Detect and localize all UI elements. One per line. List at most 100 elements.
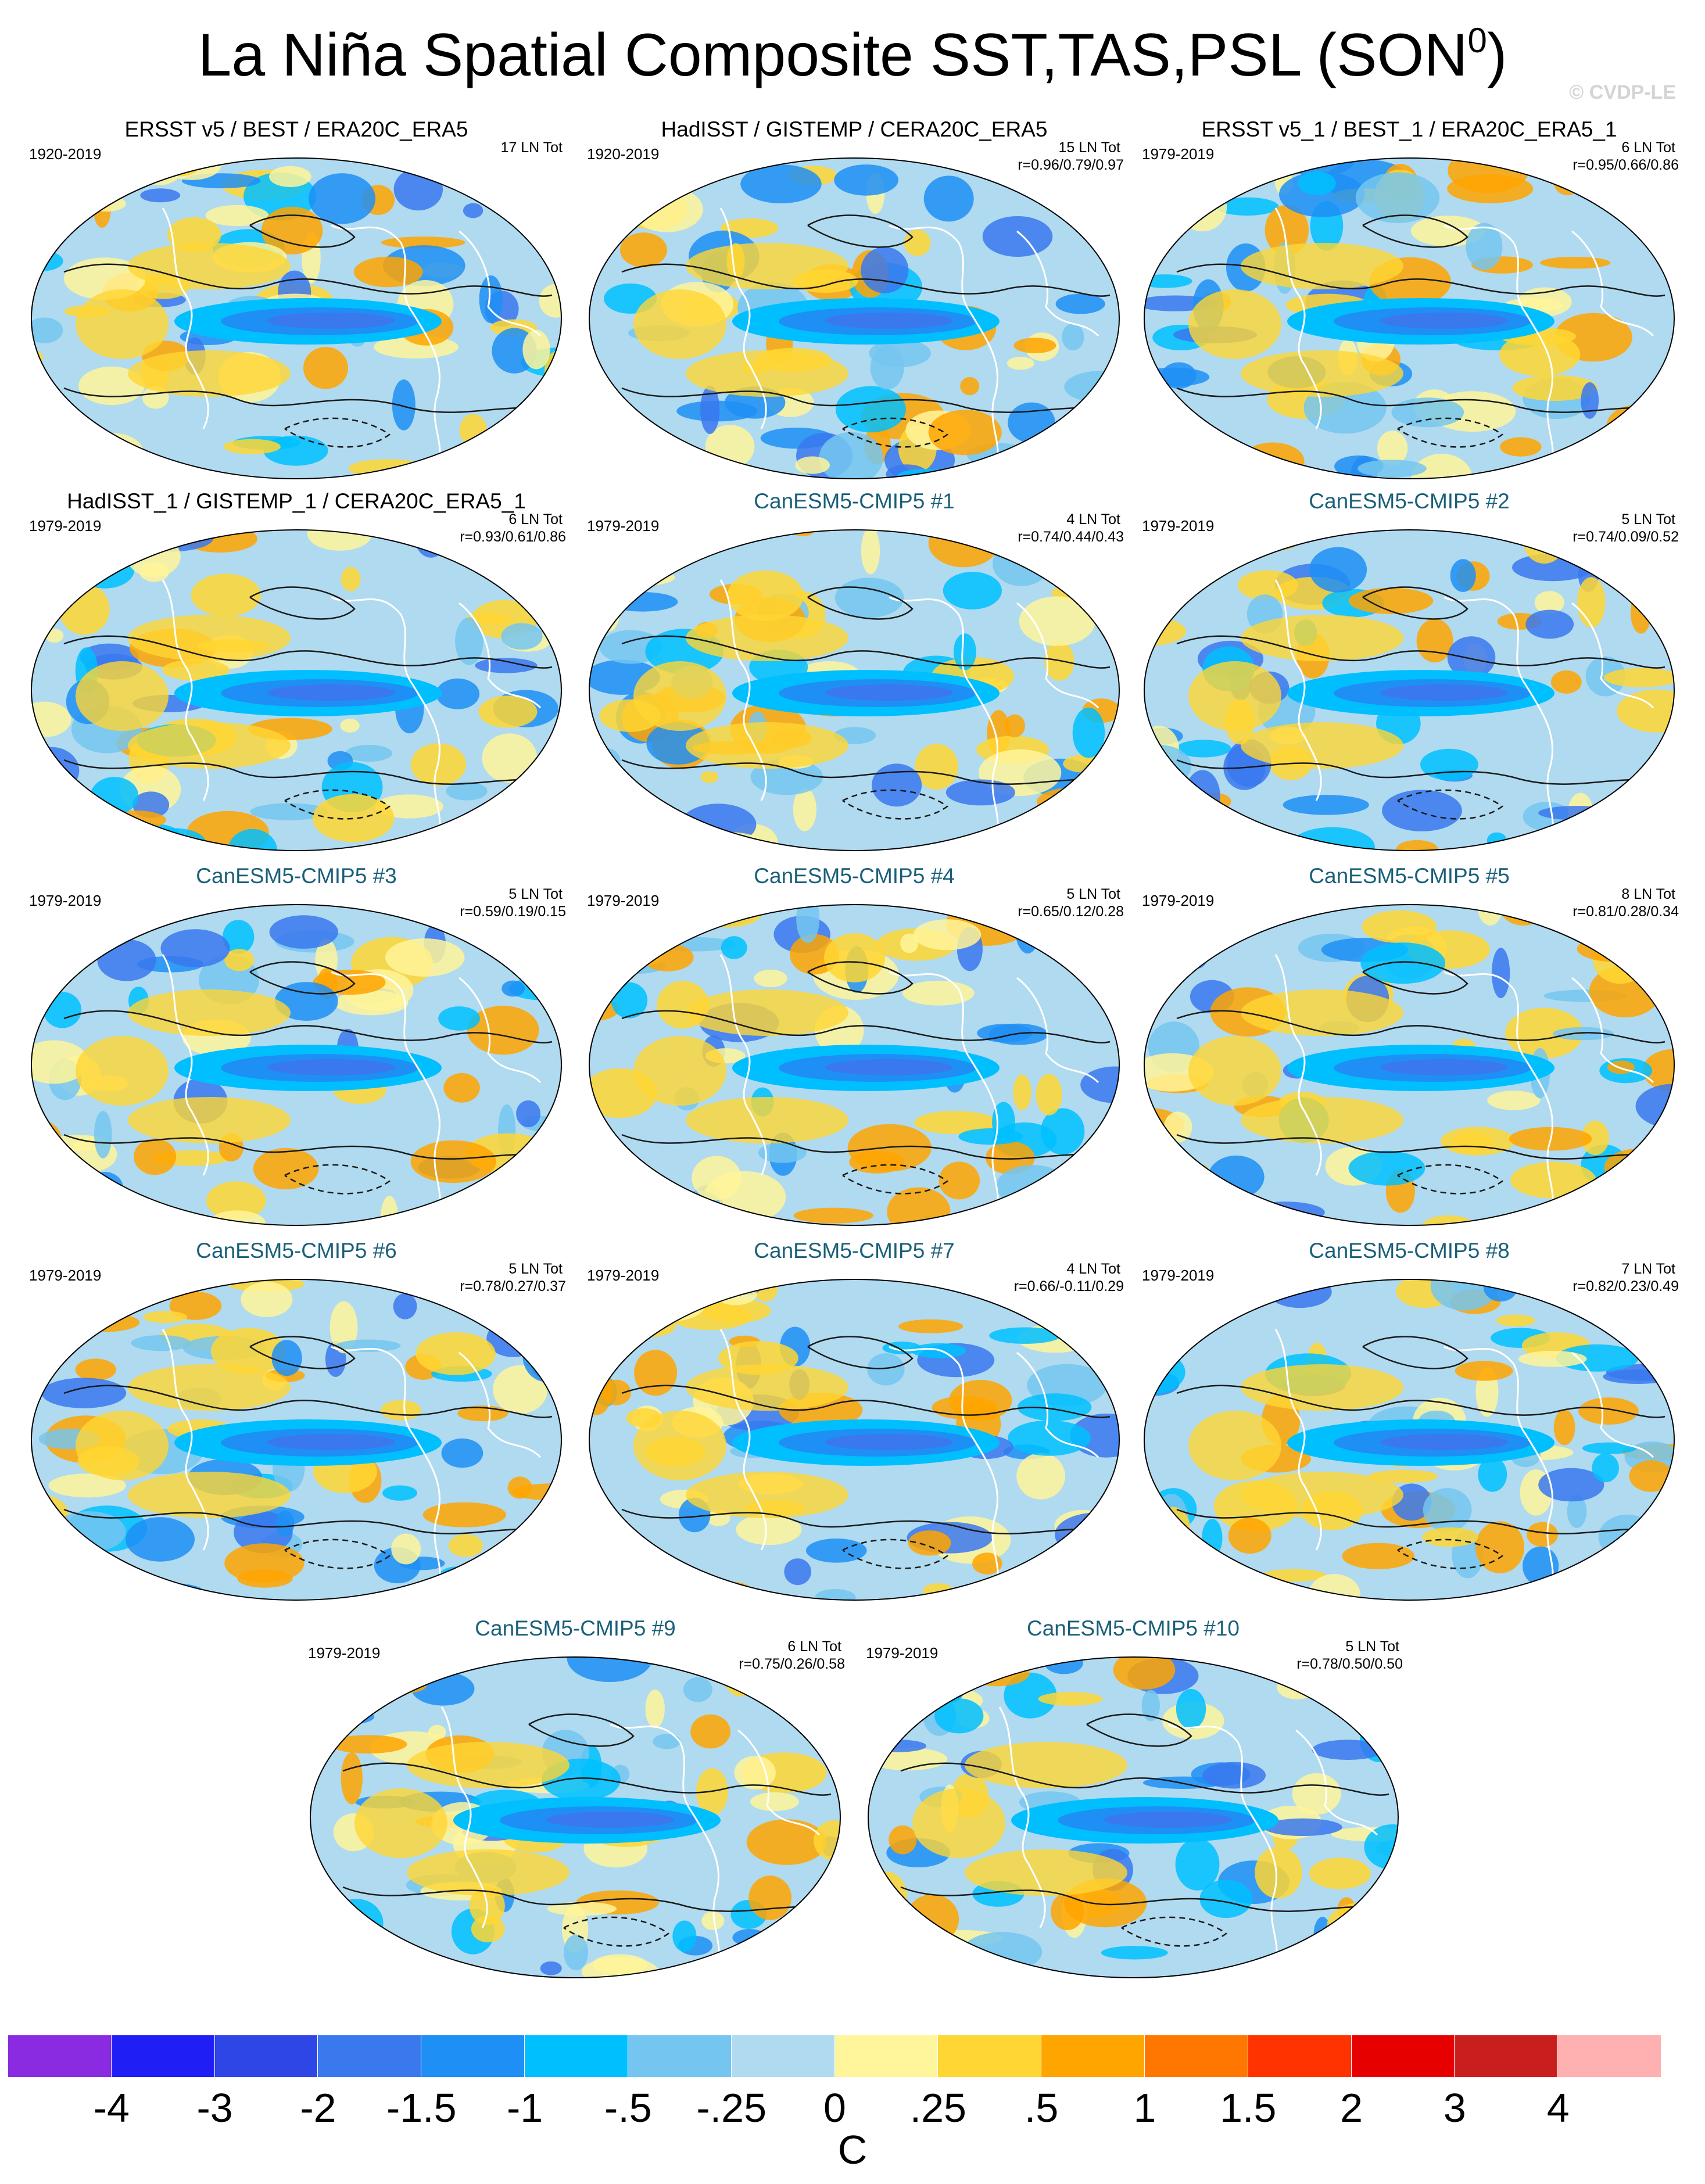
coastline xyxy=(737,1729,821,1836)
anomaly-patch xyxy=(1082,1203,1119,1225)
anomaly-patch xyxy=(459,414,487,446)
anomaly-patch xyxy=(1577,935,1654,962)
coastline xyxy=(162,1329,209,1551)
anomaly-patch xyxy=(907,1920,932,1946)
coastline xyxy=(459,602,542,709)
anomaly-patch xyxy=(418,530,466,550)
warm-flank xyxy=(686,350,848,397)
anomaly-patch xyxy=(1199,1880,1252,1918)
anomaly-patch xyxy=(867,1353,905,1386)
anomaly-patch xyxy=(1076,1279,1119,1295)
colorbar-box xyxy=(1351,2035,1455,2077)
psl-contour xyxy=(1176,1010,1665,1043)
anomaly-patch xyxy=(1144,805,1203,831)
anomaly-patch xyxy=(526,414,561,450)
anomaly-patch xyxy=(1338,1943,1377,1978)
anomaly-patch xyxy=(126,1517,195,1562)
anomaly-patch xyxy=(913,919,982,951)
anomaly-patch xyxy=(31,453,99,470)
anomaly-patch xyxy=(96,1279,163,1301)
anomaly-patch xyxy=(41,1378,127,1408)
anomaly-patch xyxy=(915,744,959,790)
anomaly-patch xyxy=(996,1165,1069,1207)
anomaly-patch xyxy=(471,1916,505,1943)
anomaly-patch xyxy=(922,1583,954,1598)
anomaly-patch xyxy=(507,1476,532,1499)
psl-contour xyxy=(63,387,553,413)
anomaly-patch xyxy=(68,823,88,848)
anomaly-patch xyxy=(1228,1518,1271,1554)
coastline xyxy=(162,954,209,1176)
anomaly-patch xyxy=(1396,840,1438,851)
anomaly-patch xyxy=(206,1181,266,1220)
anomaly-patch xyxy=(539,948,561,991)
anomaly-patch xyxy=(748,1875,792,1920)
anomaly-patch xyxy=(640,1288,705,1321)
anomaly-patch xyxy=(1185,770,1220,822)
anomaly-patch xyxy=(1144,1331,1179,1359)
anomaly-patch xyxy=(1074,844,1119,851)
anomaly-patch xyxy=(1244,1202,1325,1224)
panel-years: 1979-2019 xyxy=(29,1267,102,1284)
anomaly-patch xyxy=(703,1299,771,1323)
anomaly-patch xyxy=(496,905,525,945)
anomaly-patch xyxy=(43,992,82,1028)
psl-contour xyxy=(1176,1385,1665,1418)
anomaly-patch xyxy=(928,410,1002,456)
anomaly-patch xyxy=(1527,1522,1559,1547)
psl-contour-negative xyxy=(1397,417,1504,448)
panel-event-count: 6 LN Tot xyxy=(508,511,563,528)
warm-flank xyxy=(1241,1097,1403,1143)
psl-contour xyxy=(807,1336,914,1369)
colorbar-tick-label: -3 xyxy=(196,2085,233,2131)
map-panel: ERSST v5 / BEST / ERA20C_ERA5 1920-2019 17… xyxy=(23,116,569,488)
anomaly-patch xyxy=(1355,172,1440,223)
psl-contour xyxy=(249,586,356,620)
anomaly-patch xyxy=(134,1138,177,1175)
coastline xyxy=(889,596,999,842)
anomaly-patch xyxy=(422,1502,507,1527)
panel-event-count: 5 LN Tot xyxy=(508,886,563,902)
anomaly-patch xyxy=(806,1686,840,1708)
warm-flank xyxy=(354,1788,447,1858)
anomaly-patch xyxy=(1076,421,1119,439)
warm-flank xyxy=(686,615,848,661)
anomaly-patch xyxy=(700,771,719,783)
map-outline xyxy=(310,1656,841,1978)
anomaly-patch xyxy=(274,982,338,1021)
anomaly-patch xyxy=(1422,1215,1476,1225)
coastline xyxy=(459,977,542,1084)
anomaly-patch xyxy=(540,1961,562,1975)
anomaly-patch xyxy=(94,1111,112,1159)
figure-title: La Niña Spatial Composite SST,TAS,PSL (S… xyxy=(198,21,1507,89)
anomaly-patch xyxy=(589,1159,639,1177)
anomaly-patch xyxy=(140,188,181,203)
anomaly-patch xyxy=(1617,1166,1670,1181)
anomaly-patch xyxy=(31,701,71,737)
anomaly-patch xyxy=(943,467,1017,479)
map-panel: CanESM5-CMIP5 #8 1979-2019 7 LN Tot r=0.82/… xyxy=(1136,1238,1682,1609)
anomaly-patch xyxy=(223,920,255,954)
psl-contour xyxy=(807,214,914,248)
map-outline xyxy=(589,529,1120,851)
colorbar xyxy=(8,2035,1661,2077)
anomaly-patch xyxy=(307,530,372,551)
map-outline xyxy=(1144,529,1675,851)
warm-flank xyxy=(686,989,848,1036)
anomaly-patch xyxy=(478,695,538,728)
anomaly-patch xyxy=(870,345,904,390)
warm-flank xyxy=(407,1849,569,1896)
coastline xyxy=(1443,971,1554,1217)
watermark: © CVDP-LE xyxy=(1569,81,1676,103)
anomaly-patch xyxy=(1004,714,1025,738)
anomaly-patch xyxy=(982,216,1053,257)
anomaly-patch xyxy=(85,195,126,212)
warm-flank xyxy=(1188,1036,1281,1106)
anomaly-patch xyxy=(835,386,906,433)
anomaly-patch xyxy=(1594,905,1640,944)
anomaly-patch xyxy=(1450,559,1476,592)
anomaly-patch xyxy=(611,982,648,1019)
psl-contour xyxy=(807,586,914,620)
coastline xyxy=(459,1351,542,1458)
anomaly-patch xyxy=(589,820,618,838)
